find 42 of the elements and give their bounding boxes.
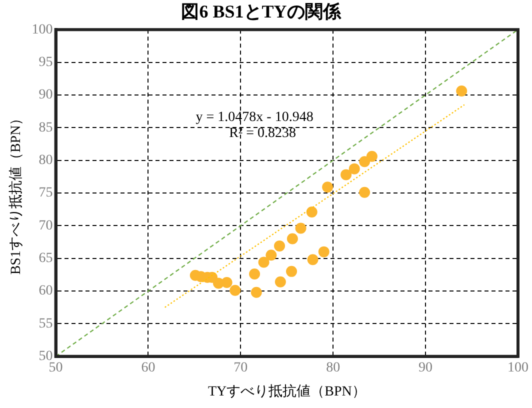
point: [348, 163, 360, 174]
x-tick-label: 100: [508, 360, 528, 376]
x-axis-title: TYすべり抵抗値（BPN）: [208, 383, 366, 400]
y-tick-label: 65: [38, 251, 53, 266]
y-tick-label: 75: [38, 186, 53, 201]
point: [221, 277, 232, 288]
x-tick-label: 80: [326, 360, 340, 376]
point: [266, 250, 277, 261]
point: [306, 206, 318, 218]
annotation: y = 1.0478x - 10.948: [196, 110, 314, 126]
x-tick-label: 70: [234, 360, 248, 376]
y-tick-label: 80: [38, 152, 53, 168]
point: [359, 186, 370, 198]
point: [286, 266, 298, 277]
point: [318, 246, 330, 258]
point: [295, 222, 306, 234]
point: [286, 233, 298, 244]
y-tick-label: 90: [38, 88, 53, 103]
y-tick-label: 100: [32, 22, 53, 38]
point: [322, 182, 334, 193]
point: [307, 254, 318, 266]
point: [274, 276, 286, 288]
y-axis-title: BS1すべり抵抗値（BPN）: [8, 111, 24, 275]
chart-title: 図6 BS1とTYの関係: [181, 1, 342, 22]
y-tick-label: 60: [38, 284, 53, 299]
point: [359, 156, 370, 168]
y-tick-label: 95: [38, 54, 53, 70]
y-tick-label: 70: [38, 218, 53, 234]
point: [274, 240, 286, 252]
y-tick-label: 85: [38, 120, 53, 136]
point: [250, 286, 262, 298]
x-tick-label: 50: [48, 360, 63, 376]
annotation: R² = 0.8238: [229, 126, 296, 142]
point: [249, 268, 260, 280]
x-tick-label: 90: [418, 360, 433, 376]
y-tick-label: 55: [38, 316, 53, 332]
x-tick-label: 60: [141, 360, 156, 376]
point: [230, 284, 241, 296]
point: [258, 256, 270, 268]
point: [366, 150, 378, 162]
point: [456, 86, 468, 97]
point: [340, 169, 352, 180]
